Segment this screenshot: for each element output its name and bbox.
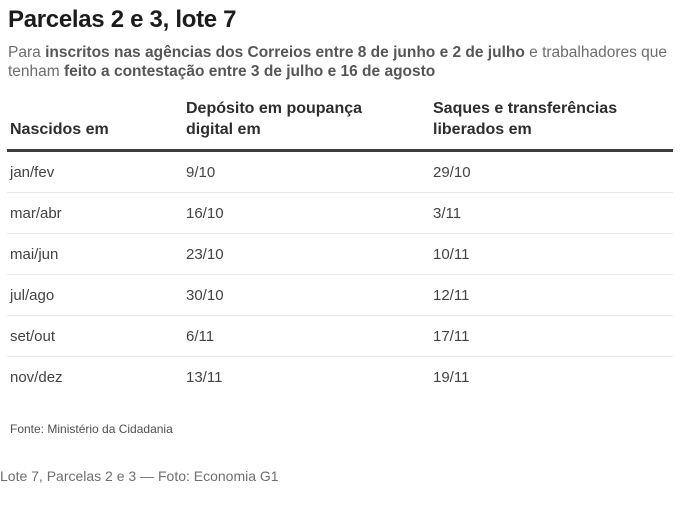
column-header-nascidos-em: Nascidos em	[10, 121, 109, 138]
table-row: set/out 6/11 17/11	[7, 316, 673, 357]
table-row: jan/fev 9/10 29/10	[7, 152, 673, 193]
table-body: jan/fev 9/10 29/10 mar/abr 16/10 3/11 mai/jun 2…	[7, 152, 673, 398]
table-row: mai/jun 23/10 10/11	[7, 234, 673, 275]
cell-nascidos-em: set/out	[10, 327, 56, 345]
cell-nascidos-em: jan/fev	[10, 163, 55, 181]
photo-caption: Lote 7, Parcelas 2 e 3 — Foto: Economia …	[0, 468, 279, 484]
intro-segment: e trabalhadores que tenham	[8, 44, 668, 80]
cell-saques: 12/11	[433, 286, 470, 304]
intro-text: Para inscritos nas agências dos Correios…	[8, 43, 672, 81]
table-row: nov/dez 13/11 19/11	[7, 357, 673, 398]
cell-nascidos-em: jul/ago	[10, 286, 55, 304]
column-header-saques: Saques e transferências liberados em	[433, 100, 618, 138]
cell-saques: 17/11	[433, 327, 470, 345]
cell-deposito: 13/11	[186, 369, 223, 386]
intro-bold-segment: inscritos nas agências dos Correios entr…	[45, 44, 525, 61]
cell-saques: 3/11	[433, 204, 462, 222]
cell-saques: 10/11	[433, 245, 470, 263]
cell-deposito: 6/11	[186, 327, 215, 345]
cell-saques: 19/11	[433, 369, 470, 386]
header-divider	[7, 149, 673, 152]
cell-nascidos-em: mai/jun	[10, 245, 59, 263]
cell-nascidos-em: mar/abr	[10, 204, 62, 222]
source-note: Fonte: Ministério da Cidadania	[10, 422, 173, 436]
cell-deposito: 16/10	[186, 204, 224, 222]
cell-nascidos-em: nov/dez	[10, 369, 63, 386]
cell-deposito: 30/10	[186, 286, 224, 304]
schedule-table: Nascidos em Depósito em poupança digital…	[7, 98, 673, 398]
page-title: Parcelas 2 e 3, lote 7	[8, 6, 237, 33]
intro-bold-segment: feito a contestação entre 3 de julho e 1…	[64, 63, 436, 80]
intro-segment: Para	[8, 44, 46, 61]
table-row: jul/ago 30/10 12/11	[7, 275, 673, 316]
column-header-deposito: Depósito em poupança digital em	[186, 100, 363, 138]
cell-deposito: 23/10	[186, 245, 224, 263]
table-header-row: Nascidos em Depósito em poupança digital…	[7, 98, 673, 149]
cell-deposito: 9/10	[186, 163, 216, 181]
cell-saques: 29/10	[433, 163, 471, 181]
table-row: mar/abr 16/10 3/11	[7, 193, 673, 234]
